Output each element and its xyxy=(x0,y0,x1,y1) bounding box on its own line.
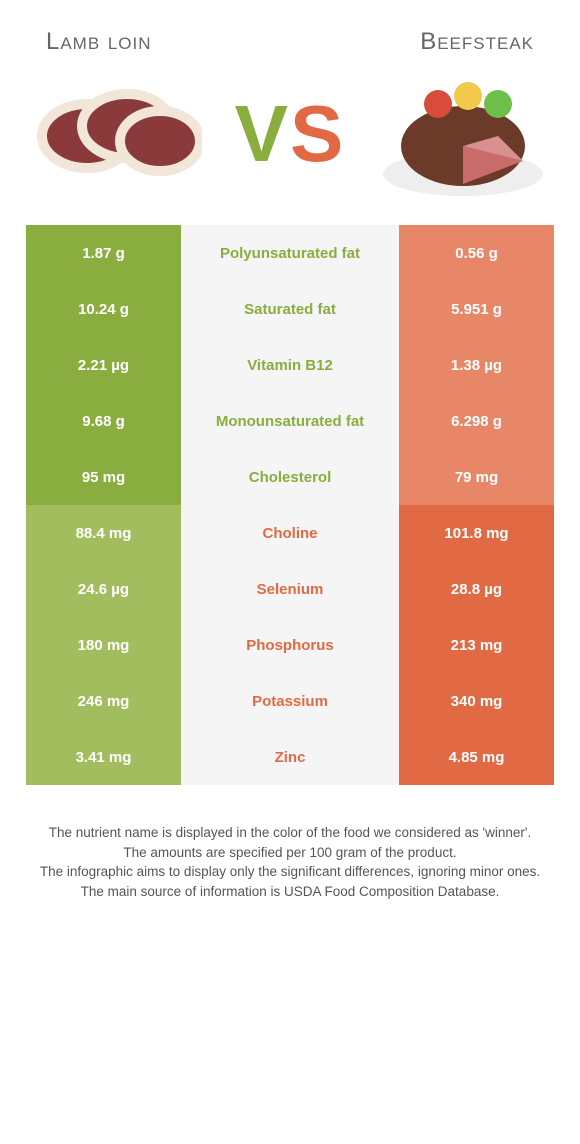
table-row: 180 mgPhosphorus213 mg xyxy=(26,617,554,673)
right-value: 340 mg xyxy=(399,673,554,729)
vs-s: S xyxy=(290,88,345,180)
nutrient-name: Choline xyxy=(181,505,399,561)
table-row: 9.68 gMonounsaturated fat6.298 g xyxy=(26,393,554,449)
nutrient-name: Selenium xyxy=(181,561,399,617)
comparison-table: 1.87 gPolyunsaturated fat0.56 g10.24 gSa… xyxy=(26,225,554,785)
nutrient-name: Potassium xyxy=(181,673,399,729)
nutrient-name: Phosphorus xyxy=(181,617,399,673)
left-value: 95 mg xyxy=(26,449,181,505)
beefsteak-image xyxy=(378,66,548,201)
table-row: 24.6 µgSelenium28.8 µg xyxy=(26,561,554,617)
left-value: 10.24 g xyxy=(26,281,181,337)
vs-v: V xyxy=(235,88,290,180)
table-row: 10.24 gSaturated fat5.951 g xyxy=(26,281,554,337)
left-value: 1.87 g xyxy=(26,225,181,281)
left-value: 180 mg xyxy=(26,617,181,673)
nutrient-name: Cholesterol xyxy=(181,449,399,505)
nutrient-name: Monounsaturated fat xyxy=(181,393,399,449)
images-row: VS xyxy=(0,66,580,225)
vs-label: VS xyxy=(235,88,346,180)
nutrient-name: Zinc xyxy=(181,729,399,785)
nutrient-name: Vitamin B12 xyxy=(181,337,399,393)
right-value: 28.8 µg xyxy=(399,561,554,617)
right-value: 101.8 mg xyxy=(399,505,554,561)
table-row: 3.41 mgZinc4.85 mg xyxy=(26,729,554,785)
nutrient-name: Polyunsaturated fat xyxy=(181,225,399,281)
table-row: 2.21 µgVitamin B121.38 µg xyxy=(26,337,554,393)
nutrient-name: Saturated fat xyxy=(181,281,399,337)
lamb-image xyxy=(32,66,202,201)
table-row: 95 mgCholesterol79 mg xyxy=(26,449,554,505)
right-value: 6.298 g xyxy=(399,393,554,449)
right-value: 0.56 g xyxy=(399,225,554,281)
left-value: 246 mg xyxy=(26,673,181,729)
left-value: 3.41 mg xyxy=(26,729,181,785)
right-value: 1.38 µg xyxy=(399,337,554,393)
table-row: 246 mgPotassium340 mg xyxy=(26,673,554,729)
footer-line: The nutrient name is displayed in the co… xyxy=(30,823,550,843)
footer-line: The amounts are specified per 100 gram o… xyxy=(30,843,550,863)
right-value: 213 mg xyxy=(399,617,554,673)
food-title-right: Beefsteak xyxy=(420,28,534,56)
left-value: 24.6 µg xyxy=(26,561,181,617)
right-value: 79 mg xyxy=(399,449,554,505)
left-value: 9.68 g xyxy=(26,393,181,449)
left-value: 88.4 mg xyxy=(26,505,181,561)
table-row: 1.87 gPolyunsaturated fat0.56 g xyxy=(26,225,554,281)
footer-line: The main source of information is USDA F… xyxy=(30,882,550,902)
footer-line: The infographic aims to display only the… xyxy=(30,862,550,882)
left-value: 2.21 µg xyxy=(26,337,181,393)
right-value: 5.951 g xyxy=(399,281,554,337)
footer-notes: The nutrient name is displayed in the co… xyxy=(30,823,550,901)
table-row: 88.4 mgCholine101.8 mg xyxy=(26,505,554,561)
food-title-left: Lamb loin xyxy=(46,28,152,56)
header: Lamb loin Beefsteak xyxy=(0,0,580,66)
right-value: 4.85 mg xyxy=(399,729,554,785)
